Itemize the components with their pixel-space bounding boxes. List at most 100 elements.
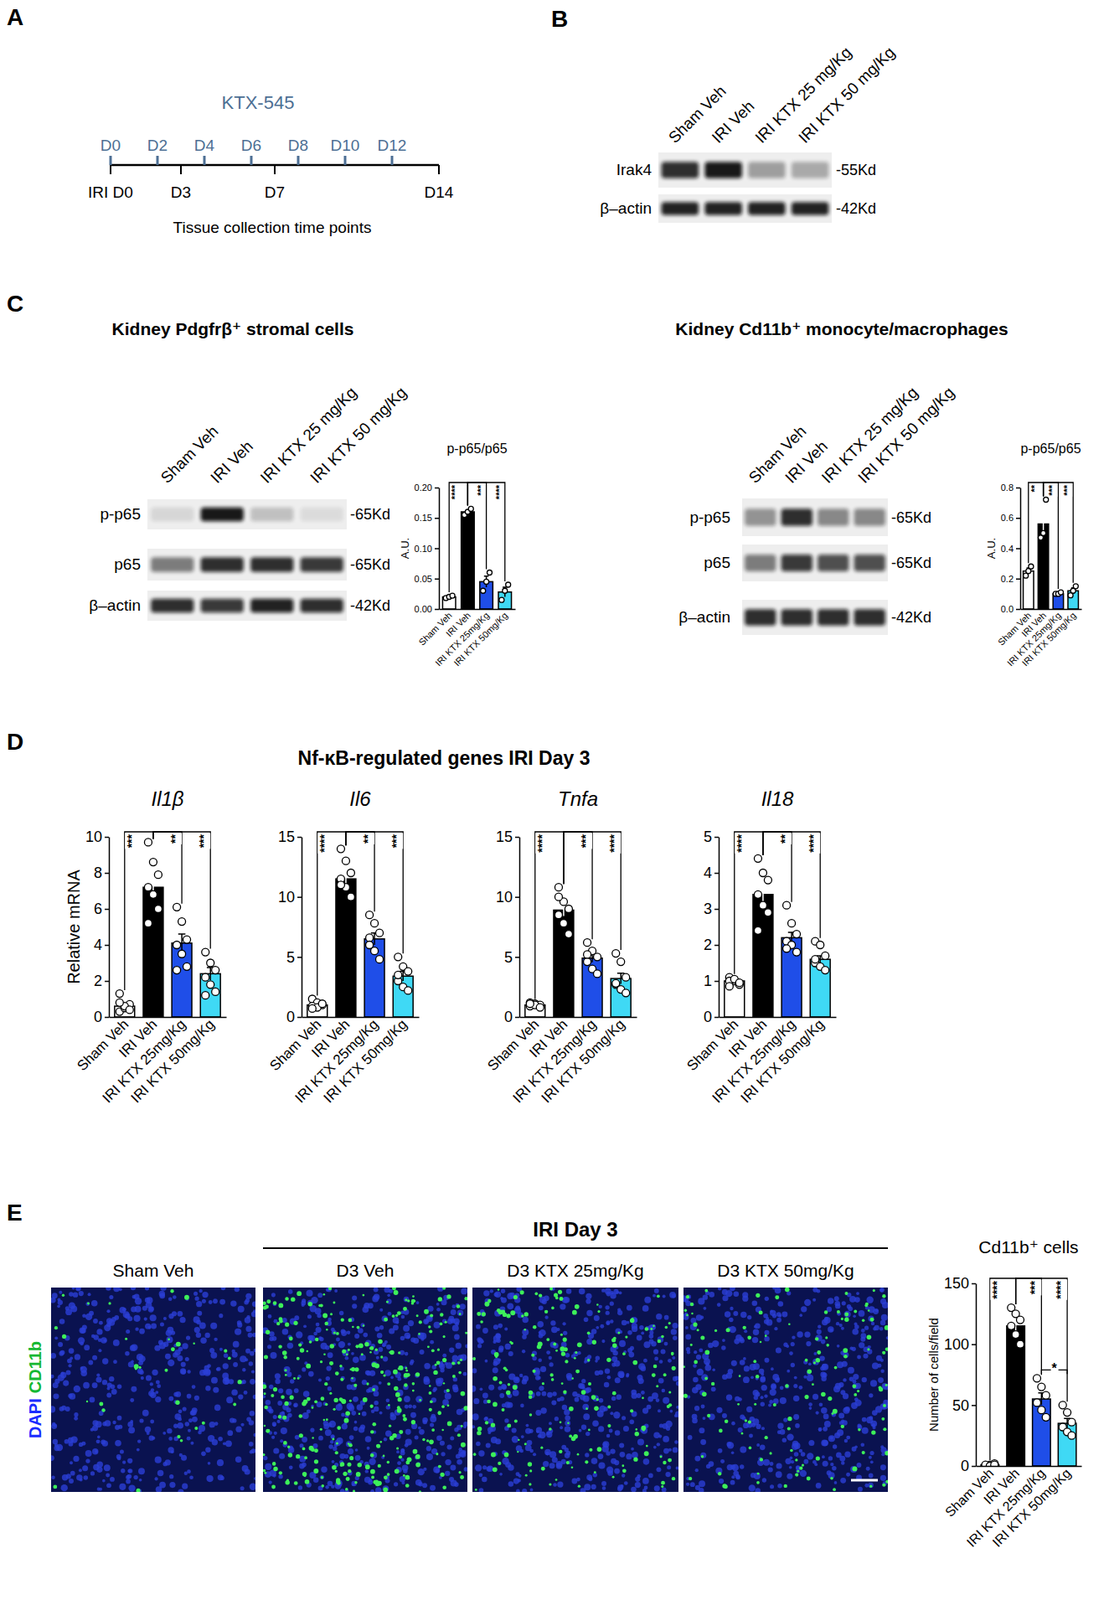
nucleus xyxy=(587,1354,592,1359)
x-tick: IRI KTX 50mg/Kg xyxy=(128,1016,218,1106)
significance-bracket xyxy=(1016,1278,1042,1375)
cd11b-signal xyxy=(333,1397,338,1403)
significance-stars: *** xyxy=(1047,484,1058,496)
significance-bracket xyxy=(467,482,505,582)
cd11b-signal xyxy=(263,1405,269,1410)
bar xyxy=(364,938,385,1017)
nucleus xyxy=(138,1467,145,1475)
nucleus xyxy=(309,1336,314,1341)
data-point xyxy=(183,962,191,970)
dose-tick xyxy=(156,155,160,166)
nucleus xyxy=(237,1393,243,1399)
cd11b-signal xyxy=(412,1389,415,1393)
cd11b-signal xyxy=(416,1314,419,1317)
nucleus xyxy=(118,1306,126,1314)
nucleus xyxy=(299,1443,304,1448)
nucleus xyxy=(277,1400,283,1406)
nucleus xyxy=(178,1346,183,1352)
cd11b-signal xyxy=(263,1471,267,1475)
cd11b-signal xyxy=(404,1298,408,1301)
cd11b-signal xyxy=(348,1318,353,1323)
cd11b-signal xyxy=(305,1363,311,1369)
nucleus xyxy=(253,1476,256,1481)
nucleus xyxy=(58,1290,62,1295)
y-tick-label: 5 xyxy=(286,949,295,966)
data-point xyxy=(173,966,181,975)
nucleus xyxy=(598,1397,604,1404)
nucleus xyxy=(392,1324,399,1331)
nucleus xyxy=(350,1351,355,1356)
data-point xyxy=(1016,1340,1025,1348)
label-patch xyxy=(494,483,505,501)
cd11b-signal xyxy=(377,1464,382,1468)
cd11b-signal xyxy=(272,1461,277,1466)
y-tick-mark xyxy=(714,980,719,983)
nucleus xyxy=(158,1340,164,1346)
cd11b-signal xyxy=(375,1480,381,1486)
x-axis-line xyxy=(1021,608,1083,611)
label-patch xyxy=(124,832,139,849)
nucleus xyxy=(78,1442,83,1447)
bar xyxy=(582,958,603,1017)
nucleus xyxy=(97,1435,101,1440)
y-tick: 10 xyxy=(85,828,109,846)
cd11b-signal xyxy=(265,1428,270,1434)
nucleus xyxy=(58,1351,64,1357)
nucleus xyxy=(70,1470,76,1476)
nucleus xyxy=(661,1486,667,1492)
nucleus xyxy=(68,1478,74,1484)
bar xyxy=(753,894,774,1017)
nucleus xyxy=(436,1307,441,1312)
nucleus xyxy=(178,1408,183,1414)
y-tick: 0.20 xyxy=(414,482,439,493)
nucleus xyxy=(452,1304,457,1309)
data-point xyxy=(346,869,355,877)
nucleus xyxy=(642,1305,650,1312)
nucleus xyxy=(113,1339,120,1347)
cd11b-signal xyxy=(336,1480,341,1486)
y-axis: 0246810 xyxy=(85,828,110,1026)
cd11b-signal xyxy=(311,1436,314,1439)
group-line xyxy=(263,1247,888,1249)
nucleus xyxy=(210,1322,217,1330)
data-point xyxy=(308,1004,316,1012)
significance-stars: ** xyxy=(168,833,182,843)
bar xyxy=(1037,524,1048,610)
dose-day-label: D12 xyxy=(377,136,408,155)
data-point xyxy=(1032,1398,1041,1407)
significance-stars: **** xyxy=(806,833,821,852)
nucleus xyxy=(324,1485,330,1490)
cd11b-signal xyxy=(358,1413,361,1415)
data-point xyxy=(1016,1315,1025,1324)
nucleus xyxy=(103,1338,108,1342)
cd11b-signal xyxy=(304,1479,310,1485)
nucleus xyxy=(303,1390,310,1398)
label-patch xyxy=(1062,483,1073,497)
nucleus xyxy=(611,1362,616,1367)
nucleus xyxy=(268,1408,274,1414)
nucleus xyxy=(301,1366,306,1372)
blot-band xyxy=(300,557,344,572)
nucleus xyxy=(65,1305,70,1311)
nucleus xyxy=(118,1424,123,1429)
nucleus xyxy=(249,1483,256,1491)
nucleus xyxy=(74,1353,81,1360)
y-axis: 0.000.050.100.150.20 xyxy=(414,482,440,614)
significance: ********** xyxy=(734,831,821,975)
nucleus xyxy=(98,1348,102,1352)
nucleus xyxy=(205,1385,211,1391)
nucleus xyxy=(318,1378,322,1383)
cd11b-signal xyxy=(428,1329,433,1333)
cd11b-signal xyxy=(429,1313,434,1317)
nucleus xyxy=(252,1309,256,1313)
nucleus xyxy=(546,1350,551,1355)
cd11b-signal xyxy=(428,1391,433,1395)
y-tick-mark xyxy=(714,944,719,947)
cd11b-signal xyxy=(288,1452,293,1457)
data-point xyxy=(371,919,379,928)
significance-stars: *** xyxy=(1027,1279,1042,1295)
nucleus xyxy=(199,1289,203,1293)
cd11b-signal xyxy=(376,1444,381,1449)
y-tick-mark xyxy=(515,956,520,959)
significance-bracket xyxy=(153,831,211,950)
